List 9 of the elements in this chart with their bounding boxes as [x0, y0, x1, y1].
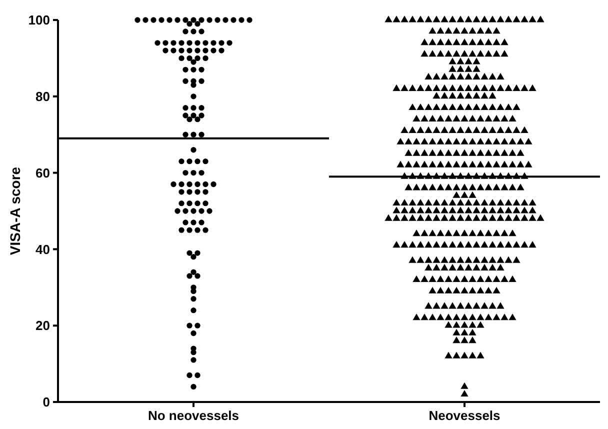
y-axis-title: VISA-A score — [7, 166, 23, 256]
x-tick-label: No neovessels — [148, 408, 240, 423]
y-tick-label: 100 — [28, 12, 50, 28]
y-tick-label: 80 — [36, 88, 50, 104]
y-tick-label: 40 — [36, 242, 50, 257]
y-tick-label: 0 — [42, 394, 50, 410]
y-tick-label: 20 — [36, 318, 50, 334]
x-tick-label: Neovessels — [428, 408, 500, 423]
y-tick-label: 60 — [36, 165, 50, 180]
